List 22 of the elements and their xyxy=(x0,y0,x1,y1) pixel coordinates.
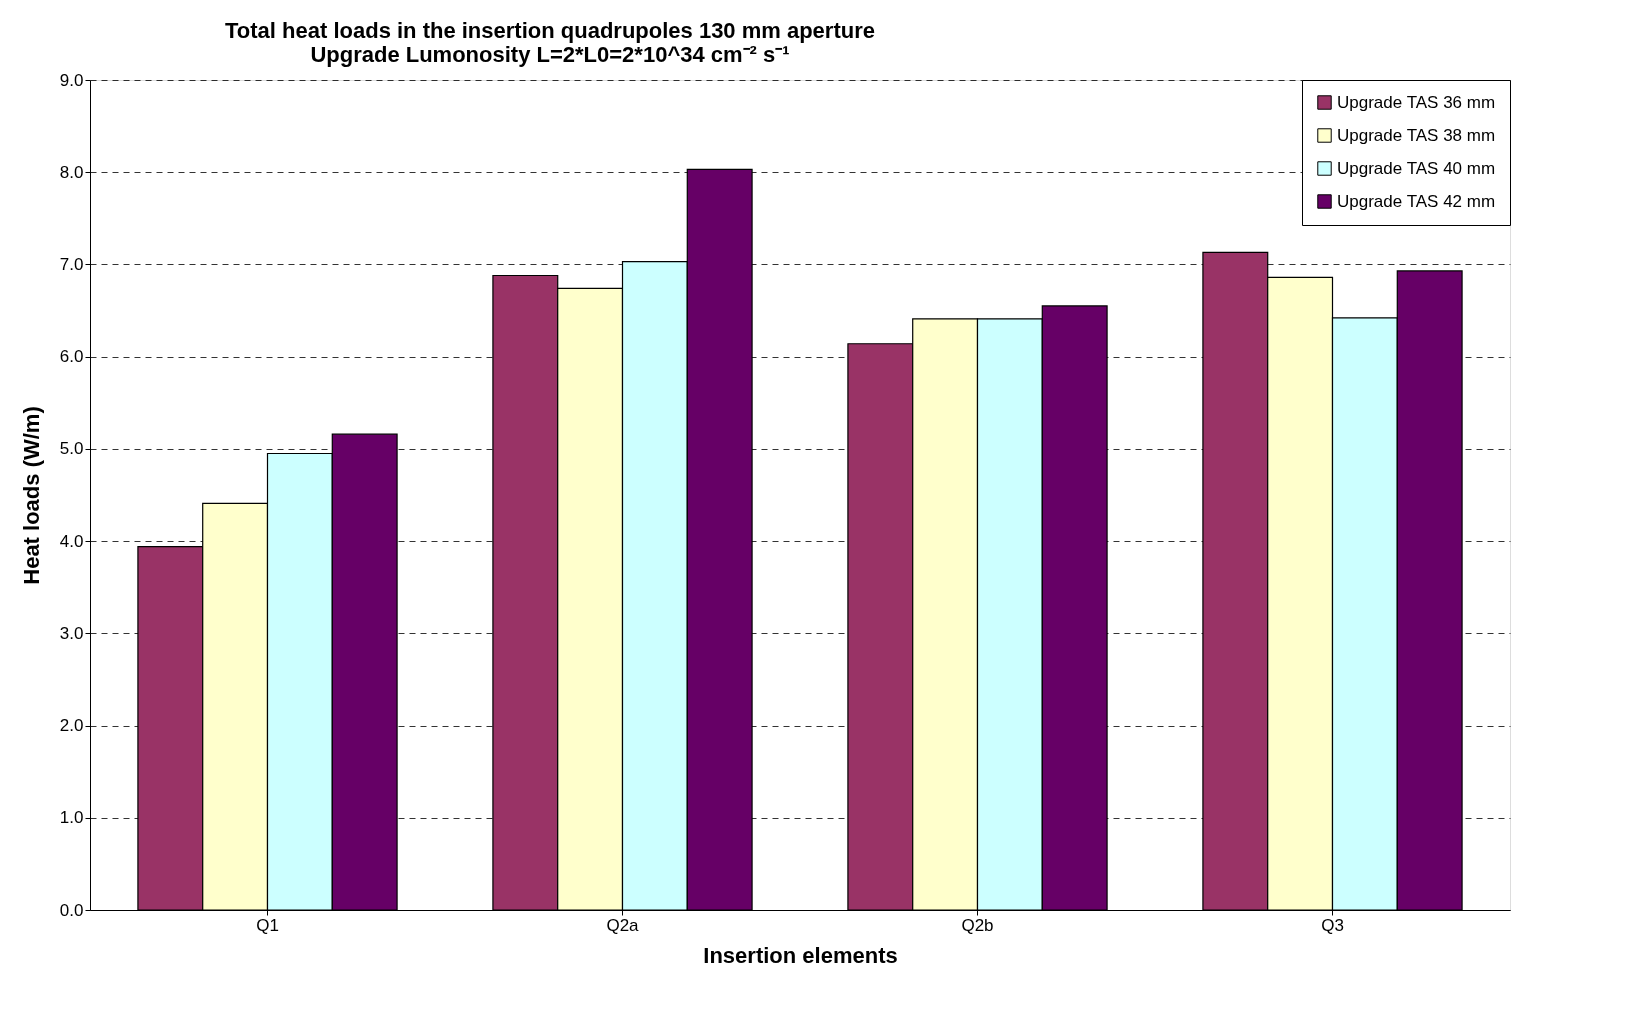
y-tick-label: 6.0 xyxy=(59,347,84,367)
y-tick-label: 0.0 xyxy=(59,900,84,920)
y-tick-label: 8.0 xyxy=(59,162,84,182)
y-axis-title: Heat loads (W/m) xyxy=(18,406,44,585)
y-tick-label: 7.0 xyxy=(59,254,84,274)
x-axis-title: Insertion elements xyxy=(703,942,898,968)
y-tick-label: 4.0 xyxy=(59,531,84,551)
legend-label: Upgrade TAS 40 mm xyxy=(1337,158,1496,178)
text: Total heat loads in the insertion quadrupoles 130 mm aperture xyxy=(225,18,875,43)
y-tick-label: 2.0 xyxy=(59,716,84,736)
y-tick-label: 9.0 xyxy=(59,70,84,90)
legend-label: Upgrade TAS 38 mm xyxy=(1337,125,1496,145)
legend-label: Upgrade TAS 42 mm xyxy=(1337,191,1496,211)
y-tick-label: 3.0 xyxy=(59,623,84,643)
x-tick-label: Q3 xyxy=(1321,915,1344,935)
legend-label: Upgrade TAS 36 mm xyxy=(1337,92,1496,112)
x-tick-label: Q2a xyxy=(606,915,640,935)
y-tick-label: 1.0 xyxy=(59,808,84,828)
y-tick-label: 5.0 xyxy=(59,439,84,459)
x-tick-label: Q1 xyxy=(256,915,279,935)
x-tick-label: Q2b xyxy=(961,915,994,935)
text: Upgrade Lumonosity L=2*L0=2*10^34 cm⁻² s⁻¹ xyxy=(310,42,790,67)
